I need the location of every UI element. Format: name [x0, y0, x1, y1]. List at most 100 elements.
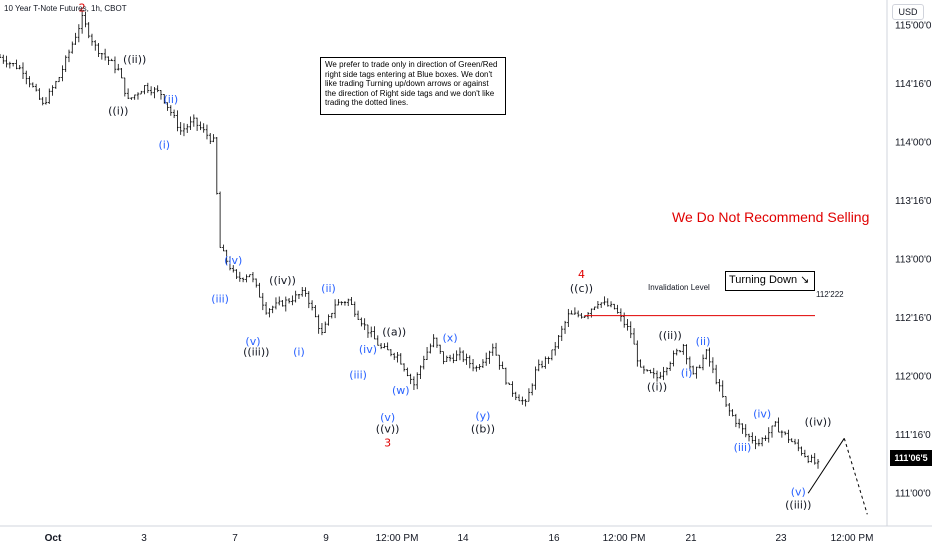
ohlc-bar — [340, 301, 343, 306]
ohlc-bar — [366, 324, 370, 338]
ohlc-bar — [162, 94, 166, 104]
ohlc-bar — [192, 114, 196, 127]
ohlc-bar — [34, 83, 38, 92]
ohlc-bar — [205, 124, 209, 140]
ohlc-bar — [481, 359, 485, 369]
ohlc-bar — [465, 353, 468, 365]
ohlc-bar — [277, 296, 281, 306]
wave-label: (y) — [475, 410, 490, 423]
projection-dashed — [843, 438, 868, 515]
currency-button[interactable]: USD — [892, 4, 924, 20]
ohlc-bar — [639, 359, 642, 368]
ohlc-bar — [721, 380, 725, 398]
x-tick-label: 9 — [323, 533, 329, 544]
ohlc-bar — [695, 366, 698, 379]
ohlc-bar — [287, 297, 291, 304]
ohlc-bar — [452, 353, 455, 364]
ohlc-bars — [0, 10, 820, 469]
ohlc-bar — [136, 92, 140, 100]
ohlc-bar — [580, 313, 583, 319]
wave-label: (iii) — [734, 441, 752, 454]
ohlc-bar — [662, 366, 665, 381]
ohlc-bar — [668, 361, 672, 371]
ohlc-bar — [1, 54, 5, 64]
ohlc-bar — [445, 355, 449, 362]
ohlc-bar — [774, 421, 777, 427]
ohlc-bar — [11, 62, 15, 67]
wave-label: (i) — [681, 366, 693, 379]
ohlc-bar — [806, 455, 810, 464]
ohlc-bar — [343, 301, 347, 306]
ohlc-bar — [31, 82, 35, 88]
ohlc-bar — [751, 432, 754, 444]
wave-label: ((i)) — [108, 105, 128, 118]
ohlc-bar — [626, 319, 629, 331]
ohlc-bar — [146, 82, 150, 94]
ohlc-bar — [537, 359, 541, 372]
ohlc-bar — [80, 10, 84, 34]
ohlc-bar — [619, 308, 623, 322]
ohlc-bar — [576, 310, 580, 318]
ohlc-bar — [461, 350, 465, 363]
ohlc-bar — [530, 383, 534, 396]
ohlc-bar — [741, 423, 744, 434]
ohlc-bar — [268, 308, 271, 318]
ohlc-bar — [415, 372, 419, 390]
ohlc-bar — [389, 349, 393, 357]
x-tick-label: 21 — [685, 533, 697, 544]
ohlc-bar — [383, 343, 386, 349]
y-tick-label: 112'00'0 — [895, 371, 932, 382]
wave-label: (ii) — [163, 93, 178, 106]
ohlc-bar — [307, 291, 311, 309]
ohlc-bar — [74, 32, 77, 45]
wave-label: (i) — [158, 138, 170, 151]
ohlc-bar — [553, 341, 557, 356]
ohlc-bar — [199, 121, 202, 131]
ohlc-bar — [133, 94, 136, 100]
ohlc-bar — [754, 435, 757, 450]
wave-label: ((a)) — [382, 325, 406, 338]
ohlc-bar — [511, 381, 514, 397]
ohlc-bar — [392, 352, 396, 360]
wave-label: (iv) — [224, 254, 242, 267]
ohlc-bar — [406, 367, 409, 377]
ohlc-bar — [245, 274, 248, 283]
last-price-tag: 111'06'5 — [890, 450, 932, 466]
ohlc-bar — [320, 322, 324, 336]
ohlc-bar — [659, 371, 662, 379]
ohlc-bar — [93, 40, 97, 51]
ohlc-bar — [409, 373, 412, 385]
ohlc-bar — [521, 396, 524, 405]
ohlc-bar — [606, 298, 610, 307]
x-tick-label: 12:00 PM — [603, 533, 646, 544]
ohlc-bar — [507, 382, 511, 385]
y-tick-label: 114'00'0 — [895, 138, 932, 149]
ohlc-bar — [524, 398, 527, 407]
ohlc-bar — [251, 272, 255, 283]
ohlc-bar — [0, 53, 2, 59]
ohlc-bar — [675, 348, 679, 356]
ohlc-bar — [708, 347, 711, 367]
ohlc-bar — [130, 97, 133, 100]
ohlc-bar — [478, 364, 481, 370]
ohlc-bar — [5, 55, 8, 68]
ohlc-bar — [116, 63, 120, 71]
ohlc-bar — [475, 365, 478, 372]
note-line: right side tags entering at Blue boxes. … — [325, 69, 493, 79]
wave-label: (iii) — [211, 293, 229, 306]
ohlc-bar — [182, 123, 186, 137]
ohlc-bar — [547, 356, 550, 364]
ohlc-bar — [330, 312, 334, 319]
ohlc-bar — [360, 317, 363, 327]
ohlc-bar — [8, 61, 12, 69]
ohlc-bar — [179, 122, 182, 135]
wave-label: (ii) — [696, 335, 711, 348]
note-line: We prefer to trade only in direction of … — [325, 60, 498, 69]
ohlc-bar — [800, 446, 803, 456]
ohlc-bar — [369, 326, 373, 338]
y-tick-label: 113'00'0 — [895, 254, 932, 265]
ohlc-bar — [484, 352, 488, 366]
ohlc-bar — [176, 110, 179, 132]
ohlc-bar — [57, 76, 61, 83]
ohlc-bar — [698, 364, 702, 369]
